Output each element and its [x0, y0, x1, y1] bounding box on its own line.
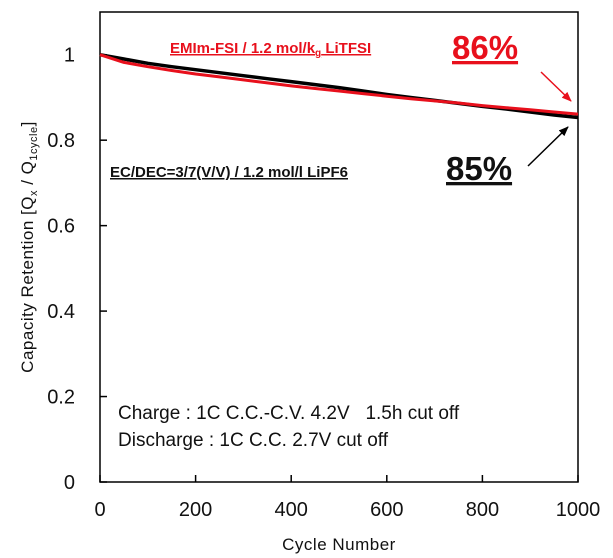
y-tick-label: 0.2 — [47, 387, 75, 409]
x-tick-label: 400 — [275, 499, 308, 521]
x-axis-title: Cycle Number — [282, 535, 396, 554]
x-tick-label: 1000 — [556, 499, 601, 521]
series-label-emim-fsi: EMIm-FSI / 1.2 mol/kg LiTFSI — [170, 40, 371, 59]
x-tick-label: 200 — [179, 499, 212, 521]
arrow-emim-fsi — [540, 71, 572, 102]
y-tick-label: 0.6 — [47, 216, 75, 238]
x-tick-label: 800 — [466, 499, 499, 521]
y-tick-label: 1 — [64, 45, 75, 67]
y-axis-title: Capacity Retention [Qx / Q1cycle] — [18, 121, 40, 373]
x-tick-label: 0 — [94, 499, 105, 521]
charge-condition: Charge : 1C C.C.-C.V. 4.2V 1.5h cut off — [118, 403, 460, 424]
x-axis-ticks: 0 200 400 600 800 1000 — [94, 475, 600, 521]
x-tick-label: 600 — [370, 499, 403, 521]
percent-label-emim-fsi: 86% — [452, 29, 518, 66]
arrow-ec-dec — [527, 126, 569, 167]
y-tick-label: 0.8 — [47, 130, 75, 152]
series-label-ec-dec: EC/DEC=3/7(V/V) / 1.2 mol/l LiPF6 — [110, 164, 348, 181]
series-line-emim-fsi-litfsi — [99, 53, 579, 116]
y-tick-label: 0.4 — [47, 301, 75, 323]
y-tick-label: 0 — [64, 472, 75, 494]
discharge-condition: Discharge : 1C C.C. 2.7V cut off — [118, 430, 389, 451]
y-axis-ticks: 0 0.2 0.4 0.6 0.8 1 — [47, 45, 107, 494]
percent-label-ec-dec: 85% — [446, 150, 512, 187]
